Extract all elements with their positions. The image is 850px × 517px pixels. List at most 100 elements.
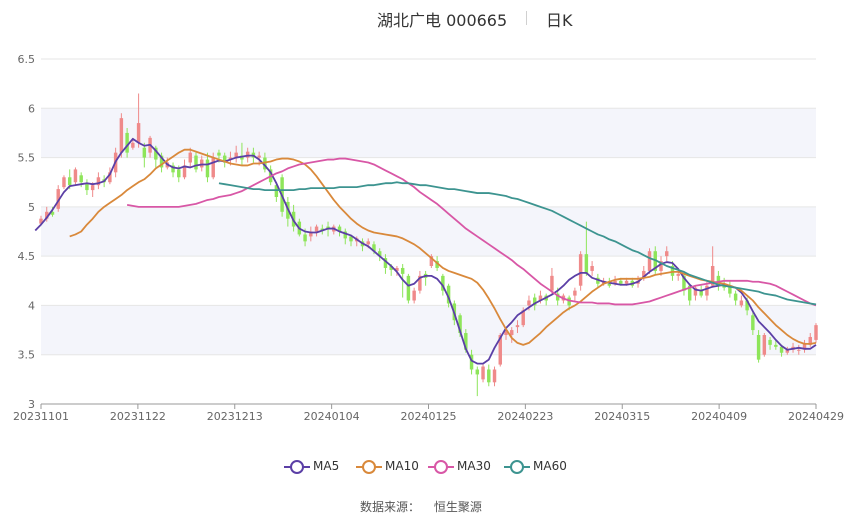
candle-body [131,142,135,148]
candle-body [389,266,393,270]
x-tick-label: 20240409 [691,410,747,423]
candle-body [73,169,78,183]
candle-body [222,155,227,163]
legend-label: MA30 [457,459,491,473]
candle-body [429,256,434,266]
candle-body [808,336,812,345]
candle-body [320,228,325,231]
candle-body [492,369,497,383]
candle-body [659,261,663,271]
candle-body [464,333,468,350]
candle-body [687,285,692,301]
x-tick-label: 20240104 [304,410,360,423]
candle-body [555,293,560,301]
legend-marker-icon [504,460,530,474]
x-tick-label: 20240429 [788,410,844,423]
candle-body [177,169,181,178]
candle-body [510,330,514,335]
source-name: 恒生聚源 [433,500,482,514]
candle-body [326,226,330,229]
chart-header: 湖北广电 000665 日K [0,7,850,30]
x-tick-label: 20240315 [594,410,650,423]
candle-body [751,315,755,331]
candle-body [400,267,405,274]
candle-body [125,132,129,153]
candle-body [314,226,319,232]
candle-body [372,244,376,252]
y-tick-label: 4 [28,299,35,312]
candle-body [119,118,124,153]
y-tick-label: 3.5 [18,349,36,362]
candle-body [532,297,537,306]
candle-body [366,241,370,245]
candle-body [217,152,221,156]
candle-body [567,297,571,306]
x-tick-label: 20231213 [207,410,263,423]
candle-body [441,275,445,291]
candle-body [768,339,772,345]
data-source: 数据来源： 恒生聚源 [360,498,492,515]
candle-body [676,273,680,276]
chart-legend: MA5 MA10 MA30 MA60 [0,458,850,476]
candle-body [458,315,462,334]
candle-body [670,266,675,276]
x-tick-label: 20231101 [13,410,69,423]
candle-body [573,290,577,296]
candle-body [745,300,749,311]
candle-body [613,280,617,284]
candle-body [395,267,399,271]
candle-body [39,218,43,224]
grid-band [41,305,816,355]
kline-chart[interactable]: 3 3.5 4 4.5 5 5.5 6 6.5 20231101 20231122 20231213… [0,0,850,440]
period-tab[interactable]: 日K [546,11,573,30]
candle-body [412,290,416,301]
candle-body [182,165,187,178]
candle-body [682,275,686,291]
grid-band [41,108,816,158]
candle-body [624,280,629,284]
candle-body [619,280,623,284]
x-tick-label: 20240223 [497,410,553,423]
candle-body [257,155,261,158]
candle-body [418,275,422,291]
candle-body [487,369,491,383]
candle-body [584,254,589,274]
candle-body [435,261,439,268]
grid-band [41,206,816,257]
candle-body [263,157,267,170]
candle-body [50,211,55,215]
candle-body [538,295,543,301]
y-tick-label: 5.5 [18,152,36,165]
legend-marker-icon [284,460,310,474]
candle-body [446,285,451,304]
candle-body [188,152,192,163]
candle-body [728,285,732,294]
candle-body [578,254,583,286]
candle-body [710,266,715,286]
candle-body [739,300,744,306]
candle-body [377,251,382,257]
candle-body [469,354,474,370]
x-tick-label: 20231122 [110,410,166,423]
y-tick-label: 3 [28,398,35,411]
legend-marker-icon [428,460,454,474]
candle-body [228,157,233,160]
ma-line-ma60 [218,181,817,306]
candle-body [762,335,767,355]
legend-label: MA10 [385,459,419,473]
candle-body [343,231,347,239]
candle-body [705,285,709,296]
candle-body [779,346,784,353]
legend-label: MA5 [313,459,340,473]
candle-body [699,290,703,296]
y-tick-label: 6 [28,102,35,115]
candle-body [56,189,60,209]
candle-body [211,157,215,178]
candle-body [96,177,101,186]
candle-body [79,175,83,183]
candle-body [647,251,652,271]
candle-body [785,349,790,353]
y-tick-label: 5 [28,201,35,214]
candle-body [45,211,49,219]
source-label: 数据来源： [360,500,421,514]
